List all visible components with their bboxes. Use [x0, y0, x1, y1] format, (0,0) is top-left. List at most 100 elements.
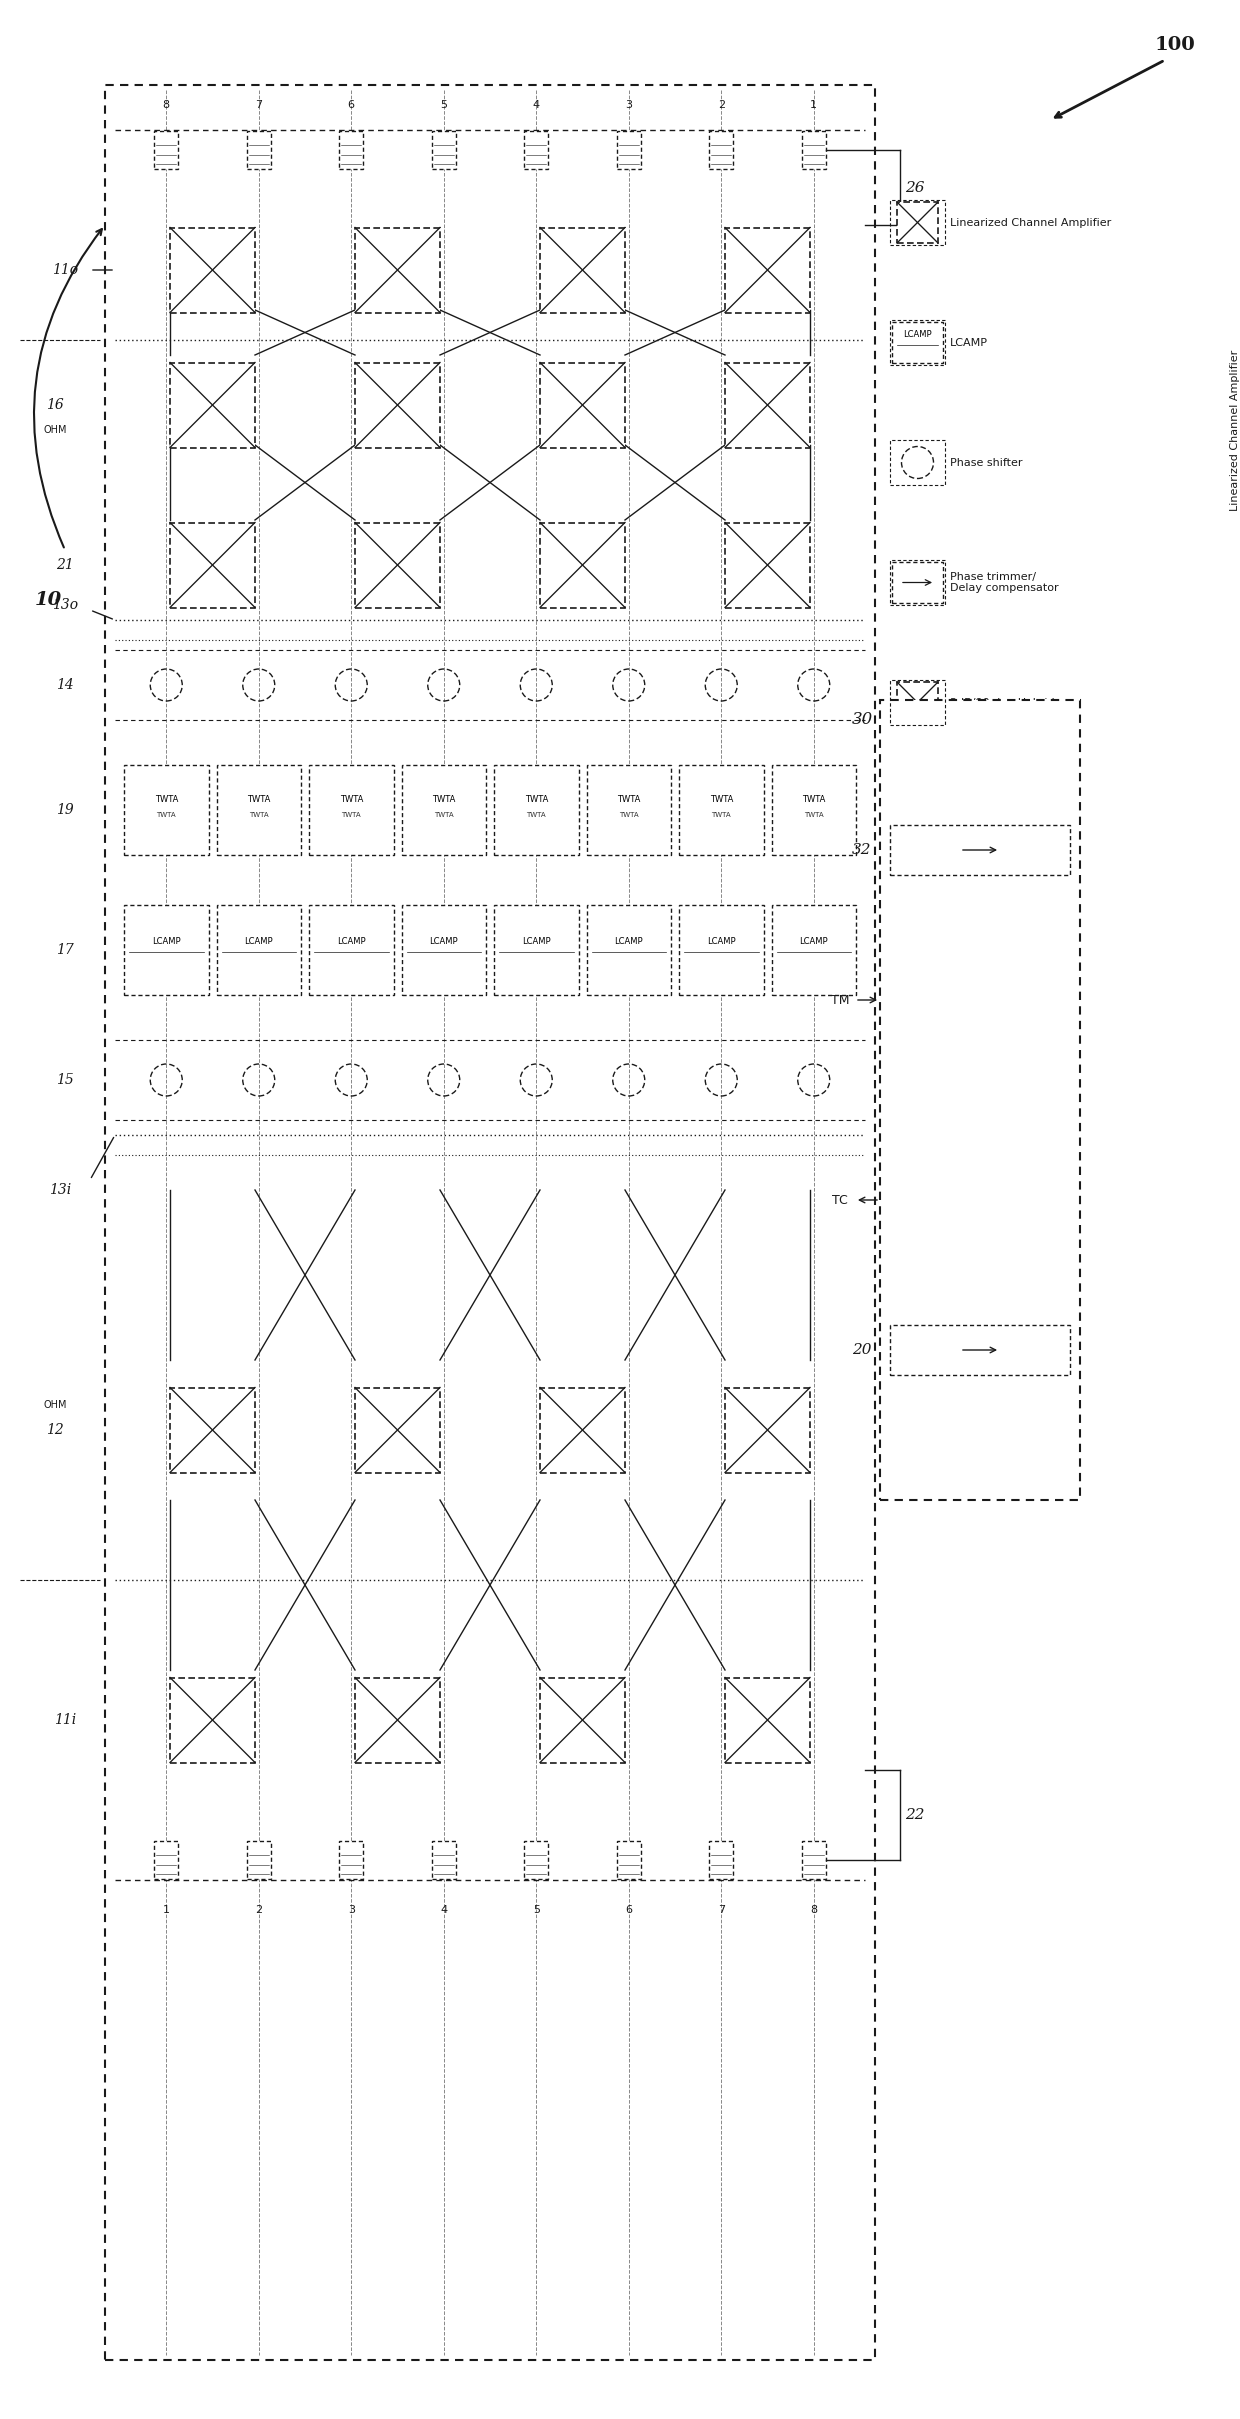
Bar: [217, 905, 301, 994]
Bar: [680, 764, 764, 854]
Text: TWTA: TWTA: [525, 796, 548, 806]
Bar: [539, 227, 625, 312]
Bar: [890, 440, 945, 484]
Bar: [432, 131, 456, 169]
Bar: [525, 131, 548, 169]
Bar: [771, 764, 856, 854]
Text: 13i: 13i: [48, 1183, 71, 1197]
Bar: [309, 905, 393, 994]
Bar: [105, 85, 875, 2361]
Text: 6: 6: [347, 99, 355, 109]
Text: TWTA: TWTA: [527, 813, 546, 818]
Text: 22: 22: [905, 1807, 925, 1822]
Text: LCAMP: LCAMP: [429, 939, 458, 946]
Bar: [355, 1676, 440, 1763]
Bar: [880, 699, 1080, 1500]
Text: LCAMP: LCAMP: [800, 939, 828, 946]
Bar: [802, 1841, 826, 1880]
Bar: [587, 905, 671, 994]
Bar: [616, 1841, 641, 1880]
Text: TC: TC: [832, 1193, 848, 1207]
Bar: [170, 1676, 255, 1763]
Bar: [402, 764, 486, 854]
Bar: [170, 363, 255, 448]
Text: 16: 16: [46, 399, 64, 411]
Bar: [725, 363, 810, 448]
Bar: [890, 680, 945, 726]
Text: 5: 5: [440, 99, 448, 109]
Text: 30: 30: [852, 711, 873, 728]
Bar: [402, 905, 486, 994]
Text: 6: 6: [625, 1906, 632, 1916]
Text: Phase trimmer/
Delay compensator: Phase trimmer/ Delay compensator: [950, 571, 1059, 593]
Bar: [340, 131, 363, 169]
Text: LCAMP: LCAMP: [950, 339, 988, 348]
Bar: [355, 363, 440, 448]
Bar: [494, 764, 579, 854]
Bar: [709, 1841, 733, 1880]
Text: 4: 4: [533, 99, 539, 109]
Text: LCAMP: LCAMP: [337, 939, 366, 946]
Text: Linearized Channel Amplifier: Linearized Channel Amplifier: [1230, 348, 1240, 510]
Text: Calibration Unit: Calibration Unit: [973, 1047, 987, 1151]
Text: 1: 1: [162, 1906, 170, 1916]
Bar: [170, 523, 255, 607]
Text: LCAMP: LCAMP: [244, 939, 273, 946]
Text: OHM: OHM: [43, 426, 67, 435]
Text: TWTA: TWTA: [247, 796, 270, 806]
Text: 3: 3: [347, 1906, 355, 1916]
Text: 5: 5: [533, 1906, 539, 1916]
Text: 11o: 11o: [52, 264, 78, 278]
Text: 8: 8: [162, 99, 170, 109]
Text: TWTA: TWTA: [340, 796, 363, 806]
Text: TWTA: TWTA: [156, 813, 176, 818]
Bar: [539, 363, 625, 448]
Text: 19: 19: [56, 803, 74, 818]
Text: TWTA: TWTA: [709, 796, 733, 806]
Bar: [309, 764, 393, 854]
Text: 2: 2: [718, 99, 725, 109]
Text: 15: 15: [56, 1074, 74, 1086]
Text: LCAMP: LCAMP: [615, 939, 644, 946]
Text: 14: 14: [56, 677, 74, 692]
Bar: [539, 1676, 625, 1763]
Text: 13o: 13o: [52, 597, 78, 612]
Text: 11i: 11i: [53, 1713, 76, 1727]
Text: 8: 8: [810, 1906, 817, 1916]
Text: 3: 3: [625, 99, 632, 109]
Bar: [725, 1676, 810, 1763]
Text: 1: 1: [810, 99, 817, 109]
Text: OHM: OHM: [43, 1401, 67, 1410]
Text: LCAMP: LCAMP: [903, 329, 931, 339]
Text: 3dB/90 deg Hybrid: 3dB/90 deg Hybrid: [950, 697, 1055, 706]
Text: TWTA: TWTA: [619, 813, 639, 818]
Text: 4: 4: [440, 1906, 448, 1916]
Bar: [587, 764, 671, 854]
Text: TWTA: TWTA: [434, 813, 454, 818]
Bar: [680, 905, 764, 994]
Bar: [802, 131, 826, 169]
Text: 7: 7: [718, 1906, 725, 1916]
Bar: [170, 1389, 255, 1473]
Text: 2: 2: [255, 1906, 263, 1916]
Text: TWTA: TWTA: [155, 796, 177, 806]
Text: 26: 26: [905, 181, 925, 194]
Text: 7: 7: [255, 99, 263, 109]
Text: Phase shifter: Phase shifter: [950, 457, 1023, 467]
Text: TWTA: TWTA: [802, 796, 826, 806]
Bar: [154, 1841, 179, 1880]
Text: TWTA: TWTA: [341, 813, 361, 818]
Text: LCAMP: LCAMP: [522, 939, 551, 946]
Bar: [247, 131, 270, 169]
Bar: [494, 905, 579, 994]
Bar: [432, 1841, 456, 1880]
Text: 10: 10: [35, 590, 62, 610]
Text: LCAMP: LCAMP: [707, 939, 735, 946]
Bar: [771, 905, 856, 994]
Bar: [154, 131, 179, 169]
Text: 32: 32: [852, 842, 872, 856]
Bar: [247, 1841, 270, 1880]
Bar: [890, 319, 945, 365]
Bar: [725, 523, 810, 607]
Bar: [355, 523, 440, 607]
